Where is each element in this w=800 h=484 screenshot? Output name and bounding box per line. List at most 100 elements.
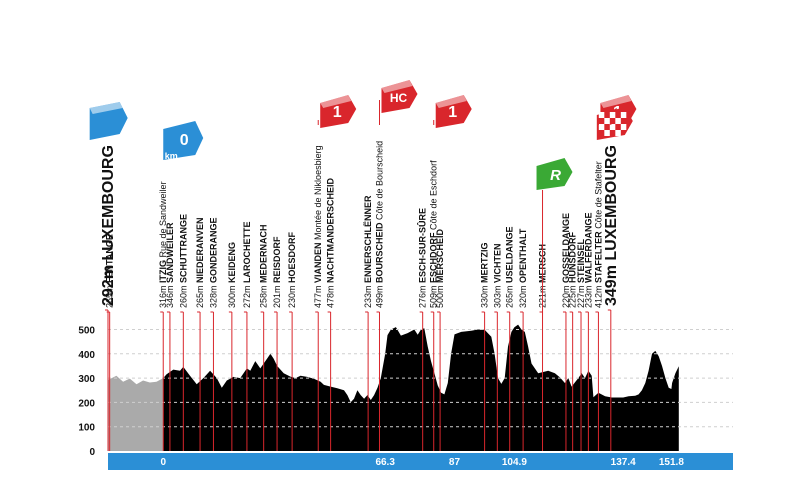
location-name: MEDERNACH (259, 224, 269, 283)
location-text: 349m LUXEMBOURG (603, 145, 620, 306)
location-text: 201m REISDORF (272, 236, 282, 308)
location-altitude: 265m (505, 283, 515, 308)
location-label: 233m WALFERDANGE (583, 212, 593, 308)
km-unit-label: km (165, 151, 178, 161)
location-altitude: 292m (100, 261, 117, 306)
x-tick-label: 0 (160, 457, 166, 468)
location-name: VIANDEN (313, 242, 323, 283)
location-label: 303m VICHTEN (492, 243, 502, 308)
finish-flag-check (604, 118, 610, 124)
y-tick-label: 0 (89, 447, 95, 458)
location-name: ITZIG (158, 260, 168, 283)
location-label: 230m HOESDORF (287, 231, 297, 308)
location-text: 316m ITZIG Rue de Sandweiler (158, 181, 168, 308)
y-tick-label: 400 (78, 350, 95, 361)
location-subtitle: Montée de Nikloesbierg (313, 145, 323, 242)
location-text: 346m SANDWEILER (165, 222, 175, 308)
x-tick-label: 137.4 (611, 457, 636, 468)
location-altitude: 276m (418, 283, 428, 308)
location-text: 258m MEDERNACH (259, 224, 269, 308)
km-zero-label: 0 (180, 132, 189, 149)
x-tick-label: 151.8 (659, 457, 684, 468)
location-altitude: 260m (178, 283, 188, 308)
finish-flag-check (620, 124, 627, 130)
location-label: 272m LAROCHETTE (242, 221, 252, 308)
location-name: KEIDENG (227, 242, 237, 283)
location-label: 225m HUNSDORF (568, 231, 578, 308)
location-altitude: 412m (593, 283, 603, 308)
location-altitude: 265m (195, 283, 205, 308)
location-altitude: 272m (242, 283, 252, 308)
location-name: GONDERANGE (208, 217, 218, 283)
location-label: 316m ITZIG Rue de Sandweiler (158, 181, 168, 308)
location-altitude: 328m (208, 283, 218, 308)
km-zero-badge-icon (163, 121, 204, 160)
location-altitude: 300m (227, 283, 237, 308)
location-label: 499m BOURSCHEID Côte de Bourscheid (374, 141, 384, 308)
location-altitude: 258m (259, 283, 269, 308)
x-tick-label: 104.9 (502, 457, 527, 468)
location-text: 227m STEINSEL (576, 238, 586, 308)
race-profile-area (163, 324, 679, 451)
climb-category-label: HC (390, 91, 408, 105)
location-altitude: 201m (272, 283, 282, 308)
location-text: 499m BOURSCHEID Côte de Bourscheid (374, 141, 384, 308)
location-name: STAFELTER (593, 231, 603, 283)
location-label: 320m OPENTHALT (518, 228, 528, 308)
location-label: 349m LUXEMBOURG (603, 145, 620, 306)
badges: 0km1HC1R1 (89, 80, 637, 312)
location-text: 292m LUXEMBOURG (100, 145, 117, 306)
location-text: 233m ENNERSCHLËNNER (363, 195, 373, 308)
location-name: MERTZIG (480, 242, 490, 283)
location-altitude: 233m (363, 283, 373, 308)
location-name: WALFERDANGE (583, 212, 593, 283)
location-label: 276m ESCH-SUR-SÛRE (417, 208, 428, 308)
x-tick-label: 66.3 (375, 457, 395, 468)
location-altitude: 349m (603, 261, 620, 306)
neutral-section-area (108, 375, 164, 451)
location-text: 265m USELDANGE (505, 226, 515, 308)
location-text: 220m GOSSELDANGE (561, 213, 571, 308)
location-text: 260m SCHUTTRANGE (178, 214, 188, 308)
location-label: 346m SANDWEILER (165, 222, 175, 308)
location-name: OPENTHALT (518, 228, 528, 283)
location-text: 265m NIEDERANVEN (195, 217, 205, 308)
location-label: 477m VIANDEN Montée de Nikloesbierg (313, 145, 323, 308)
location-text: 478m NACHTMANDERSCHEID (326, 177, 336, 308)
location-label: 412m STAFELTER Côte de Stafelter (593, 161, 603, 308)
location-label: 227m STEINSEL (576, 238, 586, 308)
location-name: ENNERSCHLËNNER (363, 195, 373, 283)
location-name: LUXEMBOURG (603, 145, 620, 261)
finish-flag-check (598, 112, 605, 118)
finish-flag-icon (596, 107, 633, 140)
location-text: 330m MERTZIG (480, 242, 490, 308)
location-text: 328m GONDERANGE (208, 217, 218, 308)
start-flag-highlight (89, 102, 123, 114)
location-label: 233m ENNERSCHLËNNER (363, 195, 373, 308)
location-name: USELDANGE (505, 226, 515, 283)
location-name: FENTANGE (105, 234, 115, 283)
distance-axis-bar (108, 453, 733, 470)
location-altitude: 220m (561, 283, 571, 308)
x-axis: 0 66.3 87 104.9 137.4 151.8 (160, 457, 684, 468)
location-name: NACHTMANDERSCHEID (326, 177, 336, 282)
climb-category-label: 1 (333, 104, 342, 121)
location-text: 477m VIANDEN Montée de Nikloesbierg (313, 145, 323, 308)
location-text: 412m STAFELTER Côte de Stafelter (593, 161, 603, 308)
y-tick-label: 100 (78, 423, 95, 434)
location-label: 478m NACHTMANDERSCHEID (326, 177, 336, 308)
location-text: 303m VICHTEN (492, 243, 502, 308)
location-subtitle: Côte de Bourscheid (374, 141, 384, 223)
location-name: HUNSDORF (568, 231, 578, 283)
location-name: NIEDERANVEN (195, 217, 205, 283)
location-text: 500m MERSCHEID (435, 228, 445, 308)
location-altitude: 320m (518, 283, 528, 308)
location-text: 265m FENTANGE (105, 234, 115, 308)
location-altitude: 316m (158, 283, 168, 308)
location-label: 258m MEDERNACH (259, 224, 269, 308)
x-tick-label: 87 (449, 457, 461, 468)
location-label: 265m NIEDERANVEN (195, 217, 205, 308)
finish-flag-check (615, 118, 621, 124)
location-text: 320m OPENTHALT (518, 228, 528, 308)
